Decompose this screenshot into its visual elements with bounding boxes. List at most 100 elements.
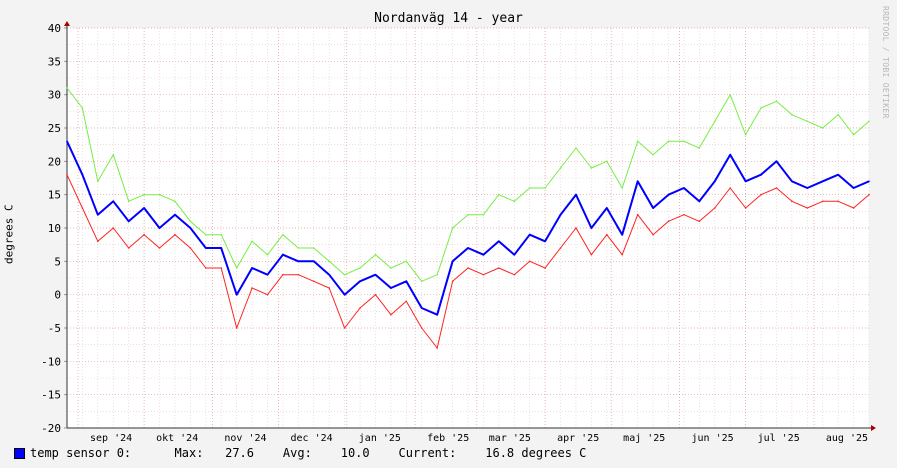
data-point: [528, 187, 531, 189]
data-point: [359, 280, 361, 283]
x-tick-label: dec '24: [290, 433, 332, 444]
data-point: [112, 227, 115, 229]
data-point: [559, 247, 562, 249]
data-point: [729, 93, 731, 96]
data-point: [127, 220, 130, 223]
data-point: [282, 233, 284, 236]
data-point: [343, 273, 346, 276]
data-point: [405, 260, 408, 263]
data-point: [837, 173, 839, 176]
data-point: [127, 200, 130, 203]
data-point: [667, 140, 670, 143]
data-point: [837, 113, 839, 116]
data-point: [575, 193, 577, 196]
data-point: [143, 193, 145, 196]
data-point: [698, 220, 701, 223]
legend-avg-label: Avg:: [282, 446, 312, 460]
data-point: [775, 160, 778, 163]
data-point: [81, 173, 84, 176]
data-point: [359, 267, 361, 269]
data-point: [235, 267, 238, 269]
y-tick-label: -5: [48, 322, 61, 335]
x-tick-label: jul '25: [758, 433, 800, 444]
data-point: [374, 273, 377, 276]
data-point: [652, 207, 654, 209]
data-point: [683, 187, 685, 189]
data-point: [174, 213, 176, 216]
data-point: [513, 273, 516, 276]
data-point: [652, 233, 654, 236]
data-point: [451, 227, 454, 229]
data-point: [220, 233, 223, 236]
data-point: [590, 253, 593, 256]
data-point: [482, 213, 485, 216]
data-point: [791, 180, 793, 183]
data-point: [405, 280, 408, 283]
data-point: [760, 173, 762, 176]
data-point: [205, 247, 207, 249]
chart-title: Nordanväg 14 - year: [374, 11, 523, 26]
y-tick-label: -20: [41, 422, 61, 435]
data-point: [868, 120, 870, 123]
data-point: [451, 260, 454, 263]
data-point: [220, 267, 223, 269]
x-tick-label: jun '25: [691, 433, 733, 444]
data-point: [713, 180, 716, 183]
data-point: [837, 200, 839, 203]
data-point: [729, 153, 731, 156]
data-point: [390, 313, 392, 316]
data-point: [312, 260, 315, 263]
data-point: [852, 207, 855, 209]
data-point: [775, 100, 778, 103]
data-point: [729, 187, 731, 189]
x-tick-label: mar '25: [489, 433, 531, 444]
data-point: [112, 153, 115, 156]
data-point: [158, 247, 161, 249]
y-tick-label: 5: [54, 255, 61, 268]
legend-current-label: Current:: [398, 446, 457, 460]
x-tick-label: aug '25: [826, 433, 868, 444]
y-tick-label: 40: [48, 22, 61, 35]
data-point: [590, 227, 593, 229]
data-point: [821, 127, 824, 129]
data-point: [590, 167, 593, 169]
data-point: [66, 140, 68, 143]
data-point: [528, 233, 531, 236]
data-point: [235, 293, 238, 296]
data-point: [189, 220, 192, 223]
data-point: [498, 193, 500, 196]
data-point: [744, 133, 747, 136]
data-point: [343, 293, 346, 296]
data-point: [343, 327, 346, 329]
data-point: [544, 187, 546, 189]
data-point: [575, 147, 577, 149]
data-point: [667, 193, 670, 196]
legend-avg-value: 10.0: [340, 446, 370, 460]
data-point: [498, 267, 500, 269]
y-tick-label: 0: [54, 289, 61, 302]
data-point: [606, 160, 608, 163]
data-point: [220, 247, 223, 249]
data-point: [112, 200, 115, 203]
data-point: [282, 273, 284, 276]
data-point: [852, 187, 855, 189]
data-point: [744, 207, 747, 209]
data-point: [467, 247, 469, 249]
data-point: [791, 113, 793, 116]
rrdtool-watermark: RRDTOOL / TOBI OETIKER: [881, 6, 890, 119]
data-point: [636, 180, 639, 183]
data-point: [205, 233, 207, 236]
data-point: [189, 227, 192, 229]
data-point: [467, 267, 469, 269]
y-tick-label: 15: [48, 189, 61, 202]
data-point: [806, 120, 809, 123]
data-point: [698, 200, 701, 203]
data-point: [66, 173, 68, 176]
y-tick-label: 30: [48, 89, 61, 102]
y-tick-label: 25: [48, 122, 61, 135]
data-point: [297, 260, 300, 263]
data-point: [436, 347, 438, 349]
data-point: [760, 193, 762, 196]
data-point: [683, 140, 685, 143]
